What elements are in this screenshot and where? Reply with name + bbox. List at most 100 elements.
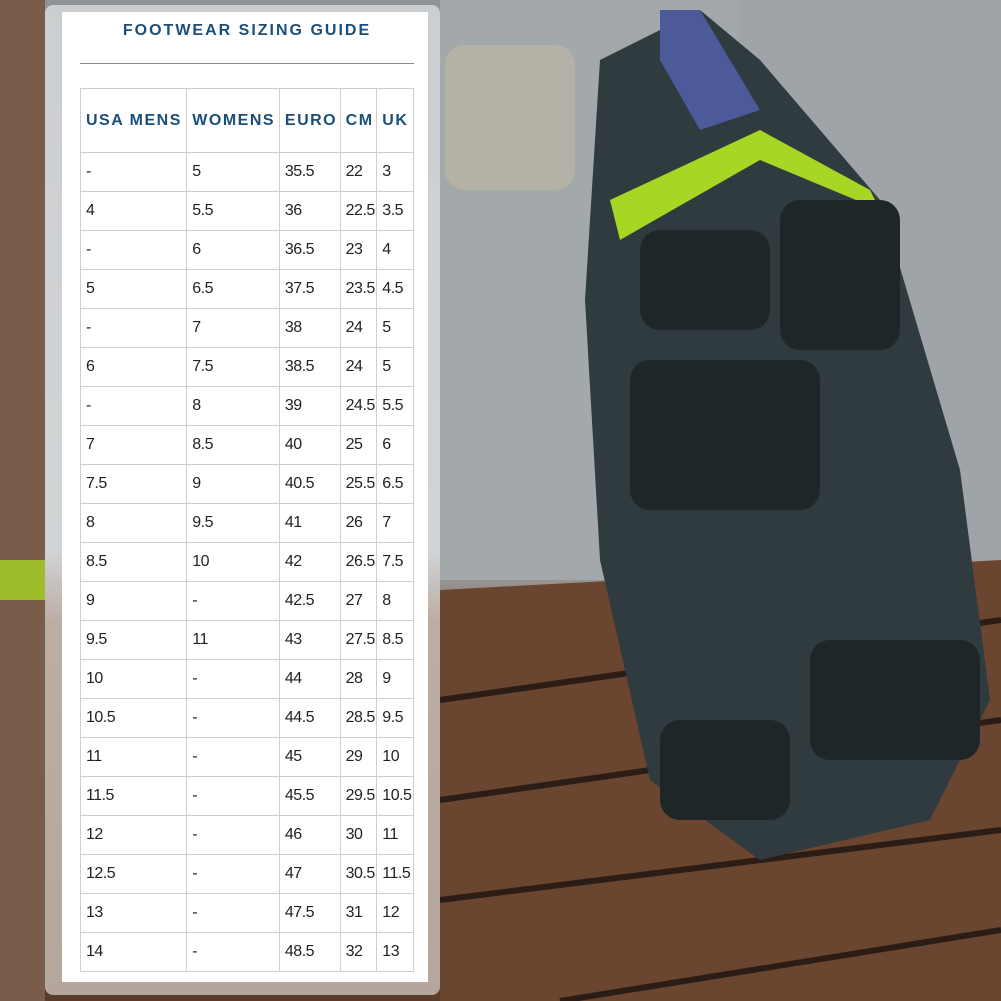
table-row: -5 35.5 22 3 xyxy=(79,152,414,192)
table-cell: 4 xyxy=(79,191,188,231)
table-cell: 7 xyxy=(186,308,280,348)
table-cell: 5 xyxy=(376,347,414,387)
table-cell: 39 xyxy=(278,386,341,426)
table-cell: - xyxy=(186,698,280,738)
table-cell: 47 xyxy=(278,854,341,894)
table-row: -8 39 24.5 5.5 xyxy=(79,386,414,426)
table-cell: 5 xyxy=(376,308,414,348)
table-cell: 11.5 xyxy=(376,854,414,894)
table-cell: 38.5 xyxy=(278,347,341,387)
table-cell: 28.5 xyxy=(339,698,378,738)
table-cell: 32 xyxy=(339,932,378,972)
table-cell: 29.5 xyxy=(339,776,378,816)
table-cell: 13 xyxy=(376,932,414,972)
table-cell: 23.5 xyxy=(339,269,378,309)
table-cell: 7.5 xyxy=(376,542,414,582)
table-cell: 11 xyxy=(186,620,280,660)
table-cell: 40 xyxy=(278,425,341,465)
table-cell: 9 xyxy=(79,581,188,621)
table-cell: 9.5 xyxy=(376,698,414,738)
table-cell: 48.5 xyxy=(278,932,341,972)
table-cell: 11.5 xyxy=(79,776,188,816)
table-cell: 3 xyxy=(376,152,414,192)
table-cell: 13 xyxy=(79,893,188,933)
table-row: 12-46 30 11 xyxy=(79,815,414,855)
table-cell: 14 xyxy=(79,932,188,972)
table-cell: 22 xyxy=(339,152,378,192)
table-cell: 40.5 xyxy=(278,464,341,504)
table-cell: 8 xyxy=(376,581,414,621)
table-cell: 38 xyxy=(278,308,341,348)
table-cell: - xyxy=(79,386,188,426)
column-header: CM xyxy=(339,88,378,153)
table-cell: 5.5 xyxy=(186,191,280,231)
table-cell: 28 xyxy=(339,659,378,699)
table-cell: 29 xyxy=(339,737,378,777)
table-cell: 42.5 xyxy=(278,581,341,621)
table-row: 9-42.5 27 8 xyxy=(79,581,414,621)
table-cell: 9.5 xyxy=(79,620,188,660)
table-cell: 6 xyxy=(79,347,188,387)
table-row: 9.5 11 43 27.5 8.5 xyxy=(79,620,414,660)
table-row: 8.5 10 42 26.5 7.5 xyxy=(79,542,414,582)
table-cell: 24 xyxy=(339,308,378,348)
table-cell: 23 xyxy=(339,230,378,270)
column-header: WOMENS xyxy=(186,88,280,153)
table-cell: - xyxy=(186,815,280,855)
table-cell: - xyxy=(186,776,280,816)
table-cell: 35.5 xyxy=(278,152,341,192)
table-cell: 26 xyxy=(339,503,378,543)
table-cell: 44.5 xyxy=(278,698,341,738)
table-cell: - xyxy=(186,581,280,621)
table-cell: 7.5 xyxy=(186,347,280,387)
table-cell: 12.5 xyxy=(79,854,188,894)
table-cell: 4.5 xyxy=(376,269,414,309)
table-cell: - xyxy=(186,659,280,699)
table-row: 10-44 28 9 xyxy=(79,659,414,699)
table-row: 4 5.5 36 22.5 3.5 xyxy=(79,191,414,231)
divider xyxy=(80,63,414,64)
table-cell: - xyxy=(79,152,188,192)
table-row: 7 8.5 40 25 6 xyxy=(79,425,414,465)
table-row: 6 7.5 38.5 24 5 xyxy=(79,347,414,387)
table-cell: - xyxy=(79,230,188,270)
table-cell: - xyxy=(186,737,280,777)
table-cell: 8.5 xyxy=(186,425,280,465)
table-cell: 11 xyxy=(79,737,188,777)
table-row: 12.5-47 30.5 11.5 xyxy=(79,854,414,894)
table-cell: 31 xyxy=(339,893,378,933)
table-cell: 30.5 xyxy=(339,854,378,894)
table-cell: - xyxy=(186,854,280,894)
table-row: -6 36.5 23 4 xyxy=(79,230,414,270)
table-cell: 42 xyxy=(278,542,341,582)
table-cell: 10 xyxy=(376,737,414,777)
table-cell: 10.5 xyxy=(79,698,188,738)
table-cell: 45 xyxy=(278,737,341,777)
table-cell: 3.5 xyxy=(376,191,414,231)
table-cell: 6.5 xyxy=(376,464,414,504)
header-row: USA MENS WOMENS EURO CM UK xyxy=(79,88,414,153)
table-cell: 9.5 xyxy=(186,503,280,543)
table-row: 7.5 9 40.5 25.5 6.5 xyxy=(79,464,414,504)
table-cell: 5 xyxy=(79,269,188,309)
table-cell: 7.5 xyxy=(79,464,188,504)
table-cell: 25 xyxy=(339,425,378,465)
table-cell: 6 xyxy=(186,230,280,270)
table-cell: 5 xyxy=(186,152,280,192)
table-row: 11.5-45.5 29.5 10.5 xyxy=(79,776,414,816)
table-cell: 24 xyxy=(339,347,378,387)
table-cell: 8 xyxy=(79,503,188,543)
table-cell: 47.5 xyxy=(278,893,341,933)
table-cell: 44 xyxy=(278,659,341,699)
table-cell: 36.5 xyxy=(278,230,341,270)
table-cell: - xyxy=(186,893,280,933)
table-cell: 11 xyxy=(376,815,414,855)
column-header: UK xyxy=(376,88,414,153)
table-cell: 46 xyxy=(278,815,341,855)
table-cell: 24.5 xyxy=(339,386,378,426)
table-cell: 26.5 xyxy=(339,542,378,582)
title: FOOTWEAR SIZING GUIDE xyxy=(122,22,372,39)
table-cell: 36 xyxy=(278,191,341,231)
